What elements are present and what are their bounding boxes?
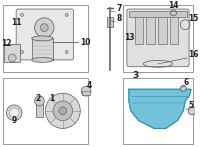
- Bar: [123, 5, 193, 72]
- Text: 2: 2: [36, 94, 41, 103]
- Bar: [82, 91, 90, 95]
- Ellipse shape: [32, 57, 53, 62]
- Text: 6: 6: [183, 78, 189, 87]
- Text: 12: 12: [1, 39, 12, 48]
- Bar: [107, 17, 113, 27]
- Ellipse shape: [32, 36, 53, 41]
- Bar: [123, 77, 193, 144]
- Text: 5: 5: [188, 101, 193, 110]
- Bar: [146, 15, 155, 44]
- Circle shape: [9, 108, 19, 118]
- Circle shape: [65, 13, 68, 16]
- Circle shape: [40, 24, 48, 31]
- Text: 10: 10: [80, 38, 91, 47]
- Circle shape: [81, 86, 91, 96]
- Text: 15: 15: [188, 14, 198, 23]
- Bar: [36, 103, 43, 117]
- Text: 9: 9: [12, 116, 17, 125]
- Text: 14: 14: [168, 1, 178, 10]
- Bar: [158, 15, 167, 44]
- Bar: [170, 15, 178, 44]
- Circle shape: [8, 54, 16, 62]
- Polygon shape: [129, 89, 191, 128]
- Circle shape: [59, 107, 67, 115]
- Text: 16: 16: [188, 50, 199, 59]
- FancyBboxPatch shape: [16, 9, 73, 60]
- Circle shape: [188, 107, 196, 115]
- Text: 8: 8: [116, 14, 122, 23]
- Bar: [129, 11, 187, 17]
- Text: 3: 3: [133, 71, 139, 80]
- Circle shape: [45, 93, 80, 128]
- Text: 1: 1: [49, 94, 54, 103]
- Text: 13: 13: [124, 33, 134, 42]
- Circle shape: [35, 96, 44, 106]
- Bar: [32, 38, 53, 60]
- Circle shape: [180, 85, 186, 91]
- Circle shape: [21, 51, 23, 54]
- Bar: [3, 77, 88, 144]
- Circle shape: [35, 18, 54, 37]
- Text: 7: 7: [116, 4, 122, 13]
- Bar: [4, 44, 20, 62]
- Circle shape: [21, 13, 23, 16]
- Circle shape: [65, 51, 68, 54]
- FancyBboxPatch shape: [127, 9, 189, 67]
- Circle shape: [53, 101, 73, 121]
- Bar: [135, 15, 143, 44]
- Bar: [3, 5, 88, 72]
- Circle shape: [6, 105, 22, 121]
- Text: 4: 4: [87, 81, 92, 90]
- Text: 11: 11: [11, 18, 21, 27]
